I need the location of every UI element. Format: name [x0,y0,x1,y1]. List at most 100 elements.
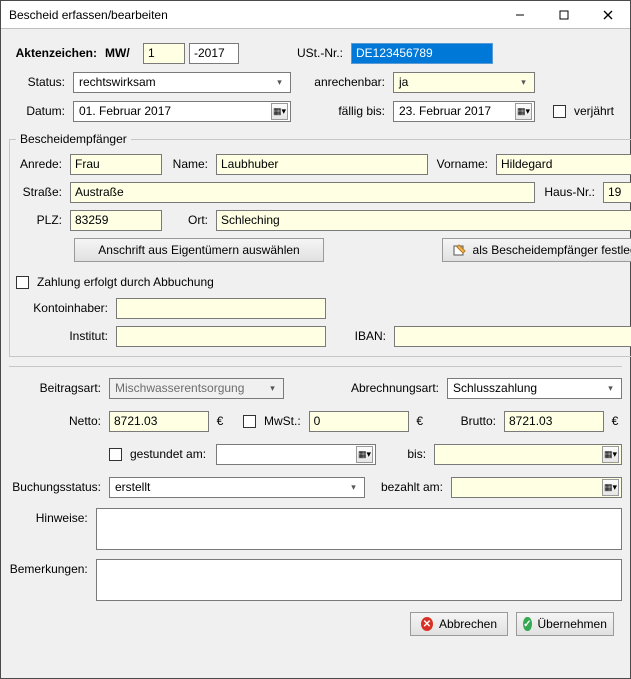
mwst-input[interactable] [309,411,409,432]
brutto-label: Brutto: [454,414,500,428]
mw-label: MW/ [105,46,139,60]
chevron-down-icon: ▾ [264,380,281,397]
aktenzeichen-label: Aktenzeichen: [9,46,101,60]
gestundet-date[interactable]: ▦▾ [216,444,376,465]
ort-label: Ort: [166,213,212,227]
brutto-input[interactable] [504,411,604,432]
faellig-value: 23. Februar 2017 [399,104,511,118]
status-value: rechtswirksam [79,75,156,89]
institut-input[interactable] [116,326,326,347]
minimize-icon [515,10,525,20]
close-icon [603,10,613,20]
hausnr-input[interactable] [603,182,631,203]
kontoinhaber-label: Kontoinhaber: [16,301,112,315]
calendar-icon: ▦▾ [602,446,619,463]
anrechenbar-value: ja [399,75,408,89]
verjaehrt-checkbox[interactable] [553,105,566,118]
footer: ✕ Abbrechen ✓ Übernehmen [9,606,622,644]
mwst-label: MwSt.: [264,414,301,428]
bemerkungen-label: Bemerkungen: [9,559,92,576]
strasse-input[interactable] [70,182,535,203]
iban-input[interactable] [394,326,631,347]
anrechenbar-label: anrechenbar: [309,75,389,89]
year-input[interactable] [189,43,239,64]
owners-button[interactable]: Anschrift aus Eigentümern auswählen [74,238,324,262]
cancel-button[interactable]: ✕ Abbrechen [410,612,508,636]
beitragsart-value: Mischwasserentsorgung [115,381,244,395]
ok-label: Übernehmen [538,617,607,631]
kontoinhaber-input[interactable] [116,298,326,319]
window-title: Bescheid erfassen/bearbeiten [9,8,498,22]
abrechnungsart-select[interactable]: Schlusszahlung ▾ [447,378,622,399]
status-label: Status: [9,75,69,89]
vorname-label: Vorname: [432,157,492,171]
empfaenger-group: Bescheidempfänger Anrede: Name: Vorname:… [9,132,631,357]
window: Bescheid erfassen/bearbeiten Aktenzeiche… [0,0,631,679]
beitragsart-label: Beitragsart: [9,381,105,395]
bis-label: bis: [380,447,430,461]
anrechenbar-select[interactable]: ja ▾ [393,72,535,93]
datum-label: Datum: [9,104,69,118]
name-label: Name: [166,157,212,171]
content: Aktenzeichen: MW/ USt.-Nr.: Status: rech… [1,29,630,678]
hinweise-textarea[interactable] [96,508,622,550]
faellig-label: fällig bis: [309,104,389,118]
status-select[interactable]: rechtswirksam ▾ [73,72,291,93]
gestundet-label: gestundet am: [130,447,206,461]
buchungsstatus-select[interactable]: erstellt ▾ [109,477,365,498]
plz-input[interactable] [70,210,162,231]
bemerkungen-textarea[interactable] [96,559,622,601]
hausnr-label: Haus-Nr.: [539,185,599,199]
hinweise-label: Hinweise: [9,508,92,525]
set-recipient-label: als Bescheidempfänger festlegen [473,243,631,257]
strasse-label: Straße: [16,185,66,199]
bis-date[interactable]: ▦▾ [434,444,622,465]
ust-label: USt.-Nr.: [277,46,347,60]
chevron-down-icon: ▾ [515,74,532,91]
iban-label: IBAN: [330,329,390,343]
verjaehrt-label: verjährt [574,104,614,118]
ok-icon: ✓ [523,617,531,631]
buchungsstatus-label: Buchungsstatus: [9,480,105,494]
abrechnungsart-value: Schlusszahlung [453,381,537,395]
netto-input[interactable] [109,411,209,432]
window-buttons [498,1,630,28]
eur-label: € [213,414,227,428]
close-button[interactable] [586,1,630,28]
owners-button-label: Anschrift aus Eigentümern auswählen [98,243,299,257]
name-input[interactable] [216,154,428,175]
chevron-down-icon: ▾ [602,380,619,397]
ort-input[interactable] [216,210,631,231]
maximize-button[interactable] [542,1,586,28]
calendar-icon: ▦▾ [515,103,532,120]
cancel-label: Abbrechen [439,617,497,631]
set-recipient-button[interactable]: als Bescheidempfänger festlegen [442,238,631,262]
gestundet-checkbox[interactable] [109,448,122,461]
calendar-icon: ▦▾ [602,479,619,496]
eur-label: € [608,414,622,428]
anrede-input[interactable] [70,154,162,175]
bezahlt-date[interactable]: ▦▾ [451,477,622,498]
mwst-checkbox[interactable] [243,415,256,428]
debit-checkbox[interactable] [16,276,29,289]
debit-label: Zahlung erfolgt durch Abbuchung [37,275,214,289]
vorname-input[interactable] [496,154,631,175]
buchungsstatus-value: erstellt [115,480,150,494]
ust-input[interactable] [351,43,493,64]
titlebar: Bescheid erfassen/bearbeiten [1,1,630,29]
abrechnungsart-label: Abrechnungsart: [347,381,443,395]
netto-label: Netto: [9,414,105,428]
anrede-label: Anrede: [16,157,66,171]
empfaenger-legend: Bescheidempfänger [16,132,131,146]
beitragsart-select: Mischwasserentsorgung ▾ [109,378,284,399]
chevron-down-icon: ▾ [271,74,288,91]
ok-button[interactable]: ✓ Übernehmen [516,612,614,636]
eur-label: € [413,414,427,428]
chevron-down-icon: ▾ [345,479,362,496]
datum-picker[interactable]: 01. Februar 2017 ▦▾ [73,101,291,122]
bezahlt-label: bezahlt am: [369,480,447,494]
seq-input[interactable] [143,43,185,64]
faellig-picker[interactable]: 23. Februar 2017 ▦▾ [393,101,535,122]
separator [9,366,622,367]
minimize-button[interactable] [498,1,542,28]
